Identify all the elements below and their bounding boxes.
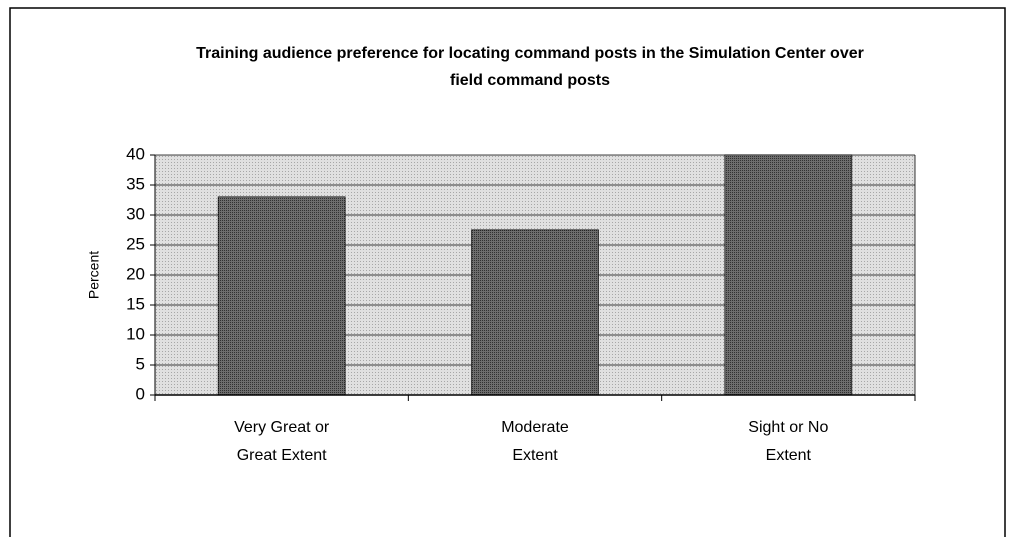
y-tick-label: 0 (136, 384, 145, 403)
y-tick-label: 10 (126, 324, 145, 343)
y-axis-label: Percent (86, 251, 102, 299)
y-tick-label: 40 (126, 144, 145, 163)
y-tick-label: 15 (126, 294, 145, 313)
bar-texture (218, 197, 345, 395)
bar-texture (725, 155, 852, 395)
y-tick-label: 25 (126, 234, 145, 253)
title-box: Training audience preference for locatin… (196, 45, 864, 89)
y-tick-label: 5 (136, 354, 145, 373)
frame (9, 7, 1006, 537)
bar-texture (471, 230, 599, 395)
y-tick-label: 20 (126, 264, 145, 283)
x-tick-label: Very Great or Great Extent (234, 419, 330, 464)
chart-title: Training audience preference for locatin… (196, 45, 864, 89)
y-tick-label: 30 (126, 204, 145, 223)
x-tick-label: Moderate Extent (501, 419, 569, 464)
x-tick-label: Sight or No Extent (748, 419, 829, 464)
y-tick-label: 35 (126, 174, 145, 193)
